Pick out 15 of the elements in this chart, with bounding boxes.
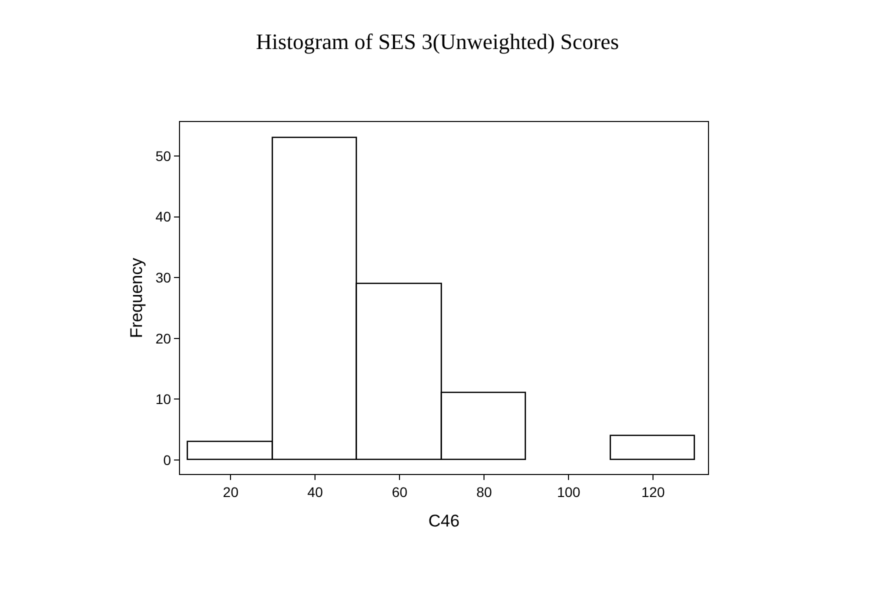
x-axis-title: C46 [428, 511, 460, 530]
y-tick-label: 10 [155, 391, 172, 408]
y-tick-label: 0 [163, 452, 172, 468]
x-tick-label: 100 [556, 484, 581, 500]
y-tick-label: 30 [155, 270, 172, 286]
x-tick-label: 120 [641, 484, 665, 500]
x-tick-label: 60 [392, 484, 408, 500]
x-tick-label: 40 [307, 484, 324, 500]
chart-title: Histogram of SES 3(Unweighted) Scores [256, 29, 619, 54]
y-tick-label: 20 [155, 330, 172, 346]
y-axis-title: Frequency [127, 257, 146, 338]
y-tick-label: 40 [155, 208, 172, 225]
x-tick-label: 20 [222, 484, 239, 500]
x-tick-label: 80 [476, 484, 492, 500]
y-tick-label: 50 [155, 148, 172, 164]
